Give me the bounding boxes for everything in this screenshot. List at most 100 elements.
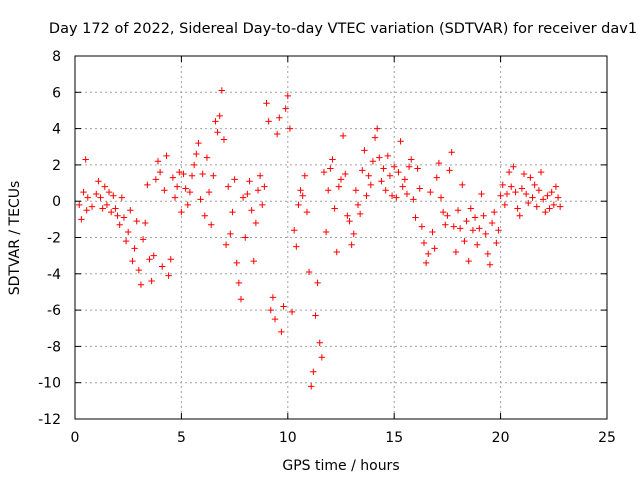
data-point <box>439 208 447 216</box>
data-point <box>235 279 243 287</box>
data-point <box>318 354 326 361</box>
data-point <box>176 168 183 176</box>
data-point <box>127 207 134 214</box>
data-point <box>531 181 538 189</box>
data-point <box>256 172 264 179</box>
data-point <box>156 168 164 176</box>
data-point <box>461 237 468 245</box>
data-point <box>197 196 204 203</box>
data-point <box>382 187 389 194</box>
data-point <box>282 105 289 112</box>
y-tick-label: -4 <box>47 267 61 283</box>
data-point <box>165 272 172 279</box>
data-point <box>325 187 332 194</box>
data-point <box>395 168 402 176</box>
x-axis: 0 5 10 15 20 25 <box>71 56 616 446</box>
data-point <box>212 118 219 125</box>
data-point <box>346 217 353 225</box>
data-point <box>525 199 532 207</box>
data-point <box>463 217 470 225</box>
data-point <box>495 227 502 234</box>
y-tick-label: 6 <box>52 85 61 101</box>
data-point <box>442 221 449 228</box>
data-point <box>535 187 543 194</box>
data-point <box>148 277 155 285</box>
y-tick-label: -6 <box>47 303 61 319</box>
y-axis-label: SDTVAR / TECUs <box>7 181 23 296</box>
data-point <box>339 132 347 140</box>
data-point <box>329 156 336 163</box>
data-point <box>435 159 443 167</box>
data-point <box>107 208 115 216</box>
data-point <box>80 188 87 196</box>
data-point <box>222 241 230 248</box>
data-point <box>120 214 128 221</box>
data-point <box>278 328 285 336</box>
data-point <box>459 181 466 189</box>
data-point <box>259 201 266 209</box>
data-point <box>142 219 149 227</box>
data-point <box>193 150 200 158</box>
data-point <box>214 129 221 136</box>
data-point <box>263 99 270 107</box>
data-point <box>312 312 319 319</box>
data-point <box>414 165 421 172</box>
data-point <box>131 245 138 252</box>
data-point <box>201 212 209 219</box>
data-point <box>239 194 247 201</box>
data-point <box>250 257 257 265</box>
data-point <box>135 266 143 274</box>
y-axis: -12 -10 -8 -6 -4 -2 0 2 4 6 8 <box>38 49 607 428</box>
data-point <box>163 152 170 160</box>
data-point <box>403 190 411 198</box>
data-point <box>520 170 528 178</box>
data-point <box>267 306 274 314</box>
data-point <box>227 230 234 238</box>
data-point <box>133 217 140 225</box>
data-point <box>386 172 394 179</box>
data-point <box>78 216 85 223</box>
data-point <box>510 163 517 170</box>
data-point <box>452 248 460 256</box>
data-point <box>182 185 189 192</box>
data-point <box>99 205 106 212</box>
data-point <box>367 181 374 189</box>
data-point <box>412 214 419 221</box>
data-point <box>125 228 132 236</box>
data-point <box>218 87 226 94</box>
data-point <box>171 194 179 201</box>
data-point <box>454 207 462 214</box>
data-point <box>188 172 196 179</box>
data-point <box>331 205 338 212</box>
data-point <box>433 174 440 181</box>
data-point <box>116 221 123 228</box>
data-point <box>220 136 228 143</box>
data-point <box>529 194 536 201</box>
data-point <box>480 212 487 219</box>
data-point <box>320 168 328 176</box>
data-point <box>422 259 430 267</box>
data-point <box>533 203 540 210</box>
data-point <box>178 208 185 216</box>
data-point <box>252 219 260 227</box>
data-points <box>76 87 564 390</box>
grid-lines <box>75 56 607 419</box>
data-point <box>476 225 483 232</box>
data-point <box>280 303 287 310</box>
data-point <box>248 207 255 214</box>
data-point <box>84 194 91 201</box>
data-point <box>356 210 364 218</box>
data-point <box>237 296 245 303</box>
data-point <box>373 125 381 132</box>
data-point <box>152 176 160 183</box>
data-point <box>344 212 351 219</box>
data-point <box>203 154 211 161</box>
data-point <box>184 201 191 209</box>
data-point <box>88 203 96 210</box>
data-point <box>546 205 553 212</box>
data-point <box>429 228 436 236</box>
y-tick-label: 2 <box>52 158 61 174</box>
y-tick-label: 8 <box>52 49 61 65</box>
data-point <box>503 190 511 198</box>
